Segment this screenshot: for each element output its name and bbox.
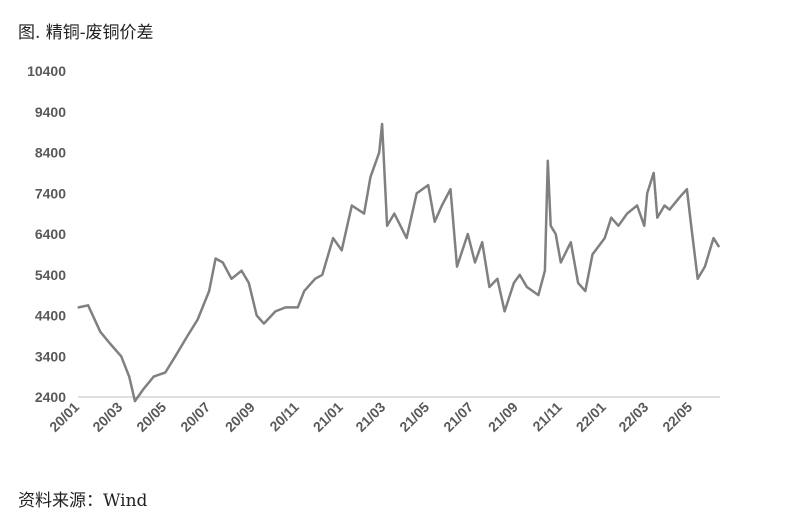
y-tick-label: 8400 xyxy=(35,145,66,161)
y-tick-label: 6400 xyxy=(35,226,66,242)
y-tick-label: 9400 xyxy=(35,104,66,120)
x-tick-label: 20/09 xyxy=(222,399,258,435)
x-tick-label: 22/01 xyxy=(573,399,609,435)
x-tick-label: 21/05 xyxy=(396,399,432,435)
chart-title: 图. 精铜-废铜价差 xyxy=(18,23,154,43)
y-tick-label: 7400 xyxy=(35,185,66,201)
y-tick-label: 10400 xyxy=(27,63,66,79)
x-tick-label: 21/09 xyxy=(485,399,521,435)
x-tick-label: 20/03 xyxy=(89,399,125,435)
series-line xyxy=(77,122,720,403)
x-tick-label: 21/11 xyxy=(529,399,565,435)
y-tick-label: 5400 xyxy=(35,267,66,283)
source-note: 资料来源：Wind xyxy=(18,491,148,511)
y-tick-label: 3400 xyxy=(35,348,66,364)
x-tick-label: 20/11 xyxy=(266,399,302,435)
x-tick-label: 20/07 xyxy=(177,399,213,435)
line-chart: 2400 3400 4400 5400 6400 7400 8400 9400 10400 20… xyxy=(27,63,720,435)
y-tick-label: 2400 xyxy=(35,389,66,405)
x-tick-label: 20/05 xyxy=(133,399,169,435)
x-tick-label: 21/01 xyxy=(310,399,346,435)
x-tick-label: 22/03 xyxy=(615,399,651,435)
x-axis-ticks: 20/01 20/03 20/05 20/07 20/09 20/11 21/01 21/03… xyxy=(46,399,695,435)
y-tick-label: 4400 xyxy=(35,308,66,324)
x-tick-label: 21/07 xyxy=(440,399,476,435)
x-tick-label: 21/03 xyxy=(352,399,388,435)
y-axis-ticks: 2400 3400 4400 5400 6400 7400 8400 9400 10400 xyxy=(27,63,66,405)
x-tick-label: 22/05 xyxy=(659,399,695,435)
